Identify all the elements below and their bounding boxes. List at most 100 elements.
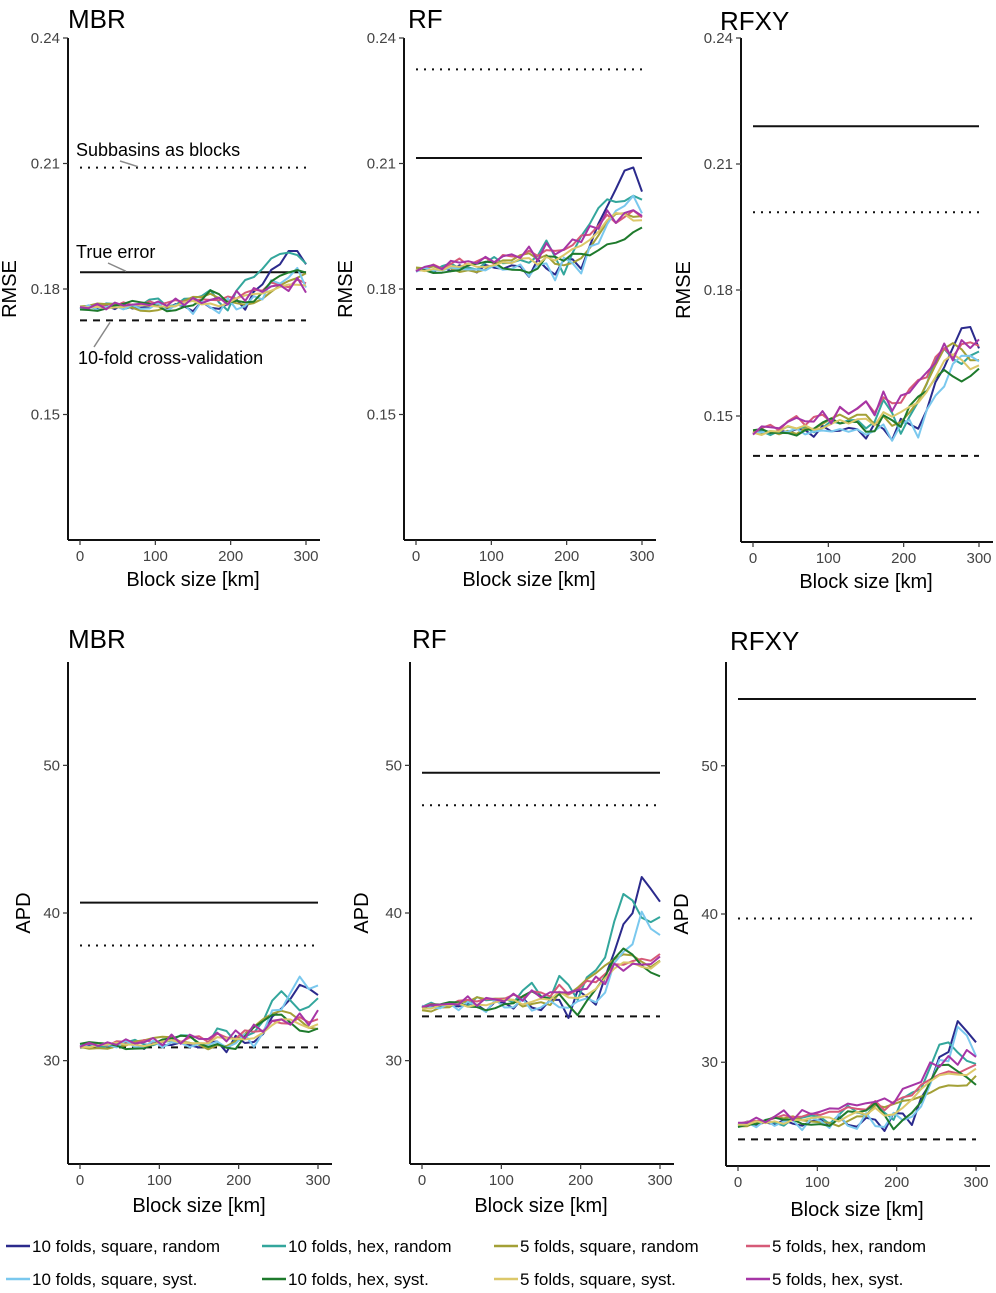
panel-title: RFXY bbox=[730, 626, 799, 656]
legend-label: 5 folds, hex, syst. bbox=[772, 1270, 903, 1289]
legend-label: 5 folds, square, random bbox=[520, 1237, 699, 1256]
annotation-cv: 10-fold cross-validation bbox=[78, 348, 263, 368]
series-line bbox=[752, 353, 980, 436]
series-line bbox=[79, 276, 307, 311]
y-tick-label: 0.15 bbox=[367, 407, 396, 424]
x-tick-label: 0 bbox=[76, 548, 84, 565]
legend-label: 10 folds, hex, random bbox=[288, 1237, 451, 1256]
y-axis-title: RMSE bbox=[673, 261, 695, 319]
panel-1: MBR 0.15 0.18 0.21 0.24 0 100 200 300 Block size … bbox=[0, 4, 320, 591]
y-axis-title: RMSE bbox=[335, 260, 357, 318]
x-tick-label: 200 bbox=[226, 1172, 251, 1189]
y-axis-title: APD bbox=[13, 892, 35, 933]
x-tick-label: 0 bbox=[76, 1172, 84, 1189]
x-axis-title: Block size [km] bbox=[462, 569, 595, 591]
panel-4: MBR 30 40 50 0 100 200 300 Block size [km] APD bbox=[13, 624, 332, 1217]
x-tick-label: 200 bbox=[554, 548, 579, 565]
series-line bbox=[415, 209, 643, 273]
legend-label: 10 folds, hex, syst. bbox=[288, 1270, 429, 1289]
panel-title: MBR bbox=[68, 4, 126, 34]
y-tick-label: 40 bbox=[385, 905, 402, 922]
x-tick-label: 100 bbox=[805, 1174, 830, 1191]
y-tick-label: 30 bbox=[701, 1054, 718, 1071]
legend: 10 folds, square, random 10 folds, hex, r… bbox=[6, 1237, 926, 1289]
x-tick-label: 300 bbox=[966, 550, 991, 567]
x-tick-label: 300 bbox=[293, 548, 318, 565]
panel-6: RFXY 30 40 50 0 100 200 300 Block size [km] APD bbox=[671, 626, 990, 1221]
y-axis-title: RMSE bbox=[0, 260, 21, 318]
x-tick-label: 200 bbox=[884, 1174, 909, 1191]
legend-label: 5 folds, square, syst. bbox=[520, 1270, 676, 1289]
annotation-pointer bbox=[93, 321, 111, 348]
x-tick-label: 300 bbox=[963, 1174, 988, 1191]
panel-title: RFXY bbox=[720, 6, 789, 36]
x-tick-label: 300 bbox=[629, 548, 654, 565]
series-line bbox=[421, 960, 661, 1010]
x-tick-label: 100 bbox=[816, 550, 841, 567]
series-line bbox=[79, 283, 307, 310]
y-tick-label: 0.21 bbox=[31, 156, 60, 173]
y-tick-label: 30 bbox=[43, 1053, 60, 1070]
panel-title: RF bbox=[412, 624, 447, 654]
panel-title: MBR bbox=[68, 624, 126, 654]
y-tick-label: 0.24 bbox=[367, 30, 396, 47]
series-line bbox=[415, 194, 643, 276]
panel-2: RF 0.15 0.18 0.21 0.24 0 100 200 300 Block size [… bbox=[335, 4, 656, 591]
y-tick-label: 40 bbox=[43, 905, 60, 922]
legend-label: 5 folds, hex, random bbox=[772, 1237, 926, 1256]
series-line bbox=[79, 1009, 319, 1048]
annotation-pointer bbox=[107, 262, 127, 272]
panel-title: RF bbox=[408, 4, 443, 34]
y-tick-label: 0.15 bbox=[704, 408, 733, 425]
panel-3: RFXY 0.15 0.18 0.21 0.24 0 100 200 300 Block size… bbox=[673, 6, 993, 593]
annotation-pointer bbox=[119, 160, 139, 168]
legend-label: 10 folds, square, random bbox=[32, 1237, 220, 1256]
series-line bbox=[737, 1063, 977, 1125]
series-line bbox=[79, 1016, 319, 1048]
annotation-subbasins: Subbasins as blocks bbox=[76, 140, 240, 160]
panel-5: RF 30 40 50 0 100 200 300 Block size [km] APD bbox=[351, 624, 674, 1217]
x-tick-label: 200 bbox=[568, 1172, 593, 1189]
x-tick-label: 300 bbox=[305, 1172, 330, 1189]
series-line bbox=[752, 338, 980, 436]
x-axis-title: Block size [km] bbox=[132, 1195, 265, 1217]
y-tick-label: 0.18 bbox=[31, 281, 60, 298]
series-line bbox=[415, 226, 643, 274]
annotation-true-error: True error bbox=[76, 242, 155, 262]
y-tick-label: 0.21 bbox=[367, 156, 396, 173]
series-line bbox=[415, 212, 643, 274]
y-tick-label: 0.15 bbox=[31, 407, 60, 424]
x-tick-label: 100 bbox=[479, 548, 504, 565]
series-line bbox=[737, 1025, 977, 1132]
x-axis-title: Block size [km] bbox=[790, 1199, 923, 1221]
x-tick-label: 100 bbox=[147, 1172, 172, 1189]
y-tick-label: 50 bbox=[385, 757, 402, 774]
y-tick-label: 0.18 bbox=[704, 282, 733, 299]
series-line bbox=[737, 1049, 977, 1124]
y-tick-label: 0.24 bbox=[704, 30, 733, 47]
y-tick-label: 50 bbox=[43, 757, 60, 774]
y-axis-title: APD bbox=[351, 892, 373, 933]
x-tick-label: 0 bbox=[412, 548, 420, 565]
y-tick-label: 30 bbox=[385, 1053, 402, 1070]
x-tick-label: 0 bbox=[418, 1172, 426, 1189]
series-line bbox=[752, 367, 980, 437]
series-line bbox=[752, 354, 980, 442]
series-line bbox=[421, 910, 661, 1013]
x-tick-label: 200 bbox=[891, 550, 916, 567]
x-tick-label: 0 bbox=[734, 1174, 742, 1191]
series-line bbox=[737, 1067, 977, 1126]
series-line bbox=[415, 212, 643, 273]
series-line bbox=[752, 342, 980, 436]
series-line bbox=[415, 194, 643, 282]
series-line bbox=[421, 955, 661, 1008]
x-tick-label: 300 bbox=[647, 1172, 672, 1189]
x-axis-title: Block size [km] bbox=[799, 571, 932, 593]
series-line bbox=[79, 269, 307, 313]
y-tick-label: 0.24 bbox=[31, 30, 60, 47]
x-axis-title: Block size [km] bbox=[474, 1195, 607, 1217]
x-tick-label: 0 bbox=[749, 550, 757, 567]
y-tick-label: 40 bbox=[701, 906, 718, 923]
x-tick-label: 200 bbox=[218, 548, 243, 565]
